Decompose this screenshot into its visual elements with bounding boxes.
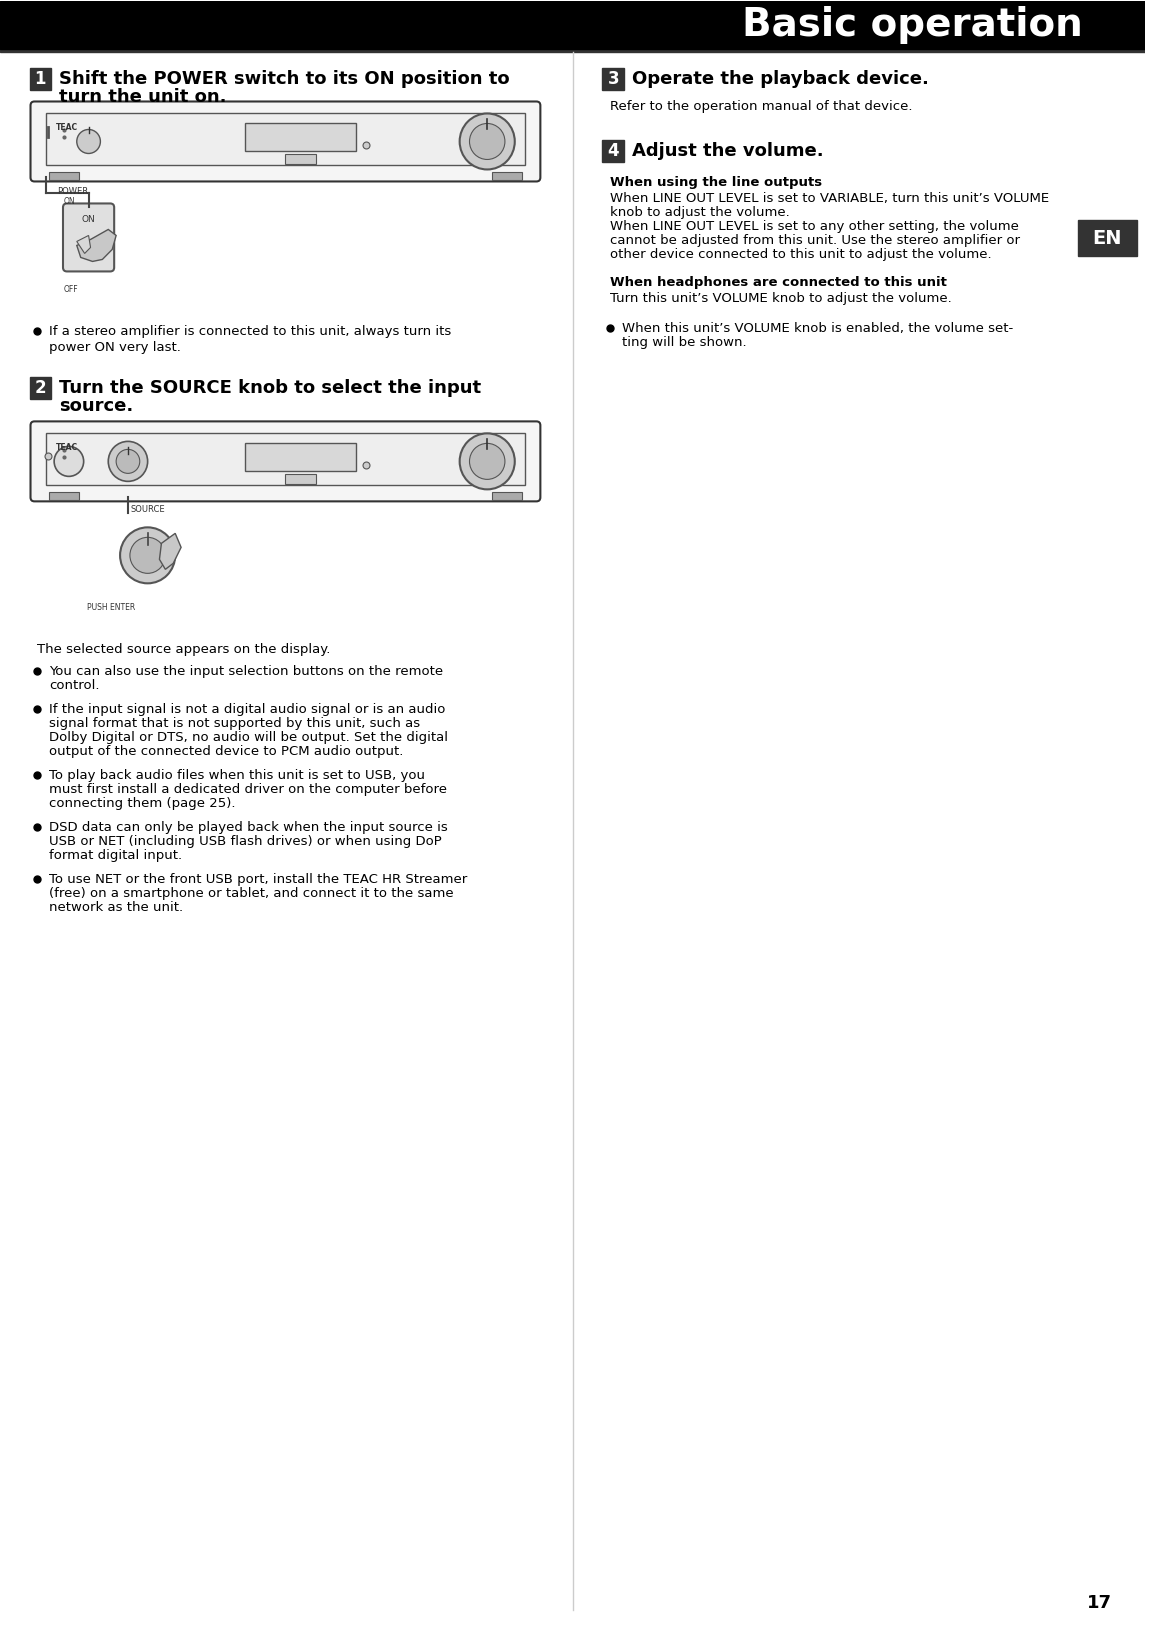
Text: USB or NET (including USB flash drives) or when using DoP: USB or NET (including USB flash drives) … [49,835,442,848]
Text: Shift the POWER switch to its ON position to: Shift the POWER switch to its ON positio… [59,70,509,88]
Circle shape [120,528,176,584]
Text: Refer to the operation manual of that device.: Refer to the operation manual of that de… [611,101,913,114]
Text: To use NET or the front USB port, install the TEAC HR Streamer: To use NET or the front USB port, instal… [49,874,468,887]
Bar [0,0,1144,49]
Text: signal format that is not supported by this unit, such as: signal format that is not supported by t… [49,717,420,730]
Circle shape [459,114,515,170]
Text: Dolby Digital or DTS, no audio will be output. Set the digital: Dolby Digital or DTS, no audio will be o… [49,732,448,745]
Bar [602,68,625,91]
Bar [0,49,1144,52]
Text: If a stereo amplifier is connected to this unit, always turn its: If a stereo amplifier is connected to th… [49,326,451,339]
Text: When LINE OUT LEVEL is set to VARIABLE, turn this unit’s VOLUME: When LINE OUT LEVEL is set to VARIABLE, … [611,192,1049,205]
Text: 2: 2 [35,380,47,398]
Text: OFF: OFF [80,251,98,259]
Bar [285,474,315,484]
Circle shape [470,124,505,160]
Text: You can also use the input selection buttons on the remote: You can also use the input selection but… [49,665,443,678]
Text: other device connected to this unit to adjust the volume.: other device connected to this unit to a… [611,248,992,261]
Text: If the input signal is not a digital audio signal or is an audio: If the input signal is not a digital aud… [49,703,445,716]
Text: turn the unit on.: turn the unit on. [59,88,227,106]
Text: cannot be adjusted from this unit. Use the stereo amplifier or: cannot be adjusted from this unit. Use t… [611,235,1020,248]
Text: Basic operation: Basic operation [742,5,1083,44]
Text: OFF: OFF [64,285,79,295]
Circle shape [77,129,100,153]
Bar [47,434,525,486]
Text: Turn this unit’s VOLUME knob to adjust the volume.: Turn this unit’s VOLUME knob to adjust t… [611,292,952,305]
Text: (free) on a smartphone or tablet, and connect it to the same: (free) on a smartphone or tablet, and co… [49,887,454,900]
Bar [602,140,625,163]
Bar [29,68,51,91]
Text: ON: ON [64,197,76,207]
Text: connecting them (page 25).: connecting them (page 25). [49,797,236,810]
Text: format digital input.: format digital input. [49,849,183,862]
Text: output of the connected device to PCM audio output.: output of the connected device to PCM au… [49,745,404,758]
Text: TEAC: TEAC [56,443,78,453]
Text: Turn the SOURCE knob to select the input: Turn the SOURCE knob to select the input [59,380,481,398]
Text: ON: ON [81,215,95,223]
Text: 17: 17 [1087,1594,1112,1612]
Bar [1078,220,1136,256]
Bar [285,153,315,165]
Text: When using the line outputs: When using the line outputs [611,176,822,189]
Polygon shape [159,533,181,569]
Circle shape [55,447,84,476]
Circle shape [459,434,515,489]
Text: When this unit’s VOLUME knob is enabled, the volume set-: When this unit’s VOLUME knob is enabled,… [622,323,1013,336]
Text: DSD data can only be played back when the input source is: DSD data can only be played back when th… [49,822,448,835]
Text: Operate the playback device.: Operate the playback device. [632,70,929,88]
Circle shape [470,443,505,479]
Text: SOURCE: SOURCE [130,505,165,515]
Text: POWER: POWER [57,187,88,197]
Text: control.: control. [49,680,100,693]
Text: power ON very last.: power ON very last. [49,341,181,354]
FancyBboxPatch shape [30,422,541,502]
Circle shape [116,450,140,473]
Text: EN: EN [1092,228,1122,248]
Text: When LINE OUT LEVEL is set to any other setting, the volume: When LINE OUT LEVEL is set to any other … [611,220,1019,233]
Polygon shape [77,230,116,261]
Circle shape [108,442,148,481]
Text: source.: source. [59,398,134,416]
Circle shape [130,538,165,574]
Bar [29,378,51,399]
Text: 3: 3 [607,70,619,88]
Text: ting will be shown.: ting will be shown. [622,336,747,349]
Text: knob to adjust the volume.: knob to adjust the volume. [611,207,790,220]
Polygon shape [77,235,91,253]
Bar [49,173,79,181]
Text: network as the unit.: network as the unit. [49,901,184,914]
Text: 1: 1 [35,70,47,88]
Bar [245,124,356,152]
Text: 4: 4 [607,142,619,160]
Bar [49,492,79,500]
Bar [47,114,525,166]
FancyBboxPatch shape [63,204,114,272]
Bar [492,492,522,500]
Text: To play back audio files when this unit is set to USB, you: To play back audio files when this unit … [49,769,426,782]
Text: must first install a dedicated driver on the computer before: must first install a dedicated driver on… [49,784,448,797]
Text: Adjust the volume.: Adjust the volume. [632,142,823,160]
FancyBboxPatch shape [30,101,541,181]
Bar [245,443,356,471]
Text: The selected source appears on the display.: The selected source appears on the displ… [37,644,330,657]
Text: When headphones are connected to this unit: When headphones are connected to this un… [611,277,947,290]
Bar [492,173,522,181]
Text: TEAC: TEAC [56,124,78,132]
Text: PUSH ENTER: PUSH ENTER [86,603,135,613]
